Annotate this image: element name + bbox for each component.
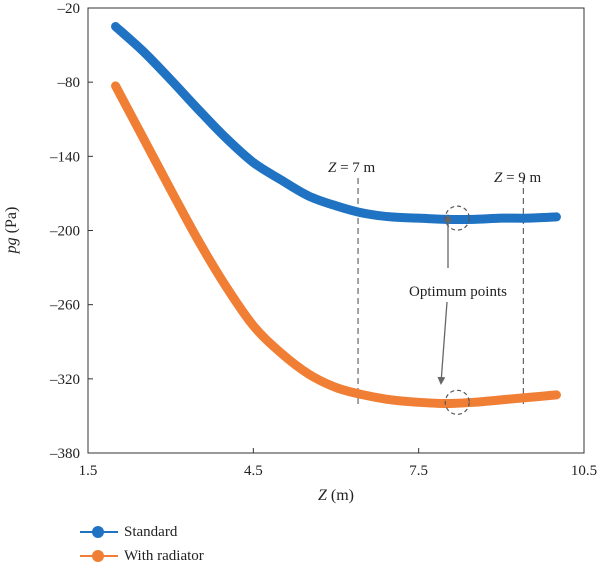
legend-marker (92, 526, 104, 538)
annotations-group: Optimum points Z = 7 m Z = 9 m (328, 160, 542, 415)
legend-label-standard: Standard (124, 523, 178, 540)
y-tick-label: –80 (57, 75, 81, 91)
y-tick-label: –320 (49, 372, 80, 388)
legend-item-with-radiator: With radiator (80, 544, 204, 568)
z9-label: Z = 9 m (494, 170, 542, 186)
x-tick-label: 4.5 (244, 463, 263, 479)
optimum-arrow-down (437, 301, 448, 385)
x-tick-label: 7.5 (409, 463, 428, 479)
legend-swatch-with-radiator (80, 544, 118, 568)
x-tick-label: 1.5 (79, 463, 98, 479)
chart-svg: 1.5 4.5 7.5 10.5–20–80–140–200–260–320–380 … (3, 1, 597, 504)
legend-marker (92, 550, 104, 562)
y-axis-title: pg (Pa) (3, 207, 20, 255)
ticks-group: 1.5 4.5 7.5 10.5 –20 –80 –140 –200 –260 –320 –380 (49, 1, 597, 479)
optimum-label: Optimum points (409, 284, 507, 300)
series-line-1 (111, 81, 561, 409)
y-tick-label: –200 (49, 224, 80, 240)
legend-swatch-standard (80, 520, 118, 544)
y-tick-label: –380 (49, 446, 80, 462)
vlines-group (357, 178, 524, 407)
series-group (111, 22, 561, 409)
z7-label: Z = 7 m (328, 160, 376, 176)
y-tick-label: –260 (49, 298, 80, 314)
series-line-0 (111, 22, 561, 225)
legend-label-with-radiator: With radiator (124, 547, 204, 564)
y-tick-label: –140 (49, 149, 80, 165)
legend: Standard With radiator (80, 520, 204, 568)
x-axis-title: Z (m) (318, 487, 354, 504)
optimum-circle-radiator (444, 389, 470, 415)
y-tick-label: –20 (57, 1, 81, 17)
legend-item-standard: Standard (80, 520, 204, 544)
x-tick-label: 10.5 (571, 463, 597, 479)
